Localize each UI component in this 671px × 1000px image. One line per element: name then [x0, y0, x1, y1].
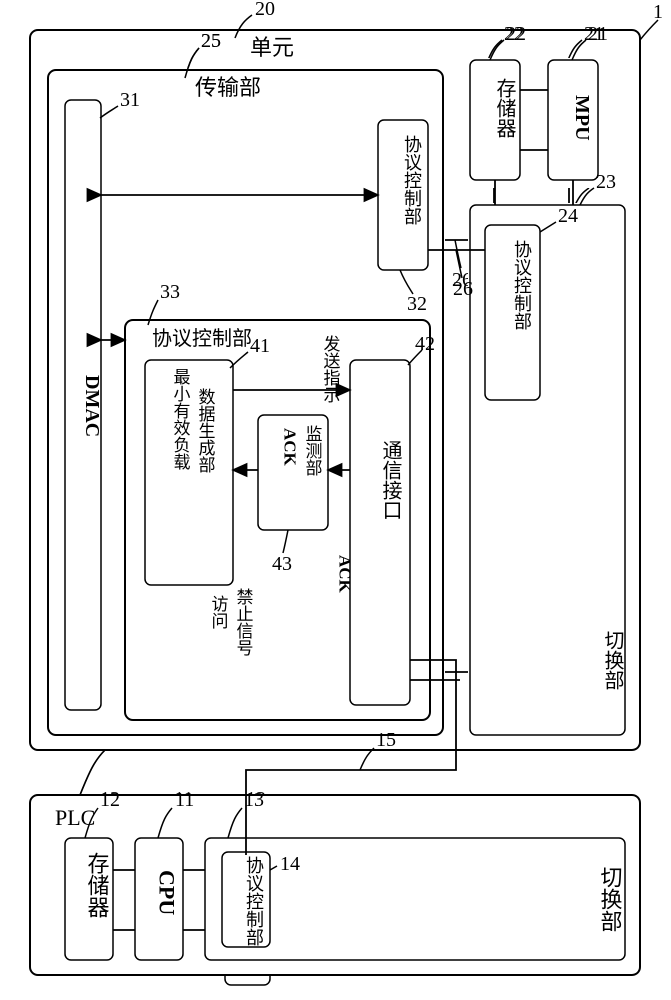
u-sw-ref: 23: [596, 171, 616, 193]
u-mem-ref: 22: [506, 23, 526, 45]
sig-fb2: 禁止信号: [234, 588, 254, 657]
unit-title: 单元: [250, 35, 294, 60]
c42: 通信接口: [379, 440, 402, 520]
sig-send2: 发送指示: [321, 335, 341, 403]
unit-ref: 20: [255, 0, 275, 20]
system-ref: 1: [640, 1, 663, 40]
sig-ack2: ACK: [336, 555, 355, 594]
sig-fb1: 访问: [209, 595, 229, 629]
u-mem: 存储器: [493, 78, 516, 138]
dmac-r: 31: [120, 89, 140, 111]
u-proto-ref: 24: [558, 205, 578, 227]
plc-switch-lbl: 切换部: [598, 866, 623, 932]
plc-proto-lbl: 协议控制部: [244, 856, 264, 946]
plc-switch-ref2: 13: [244, 789, 264, 811]
g41a: 最小有效负载: [171, 368, 191, 470]
t-ref: 25: [201, 30, 221, 52]
dmac: DMAC: [81, 375, 103, 437]
plc-cpu-lbl: CPU: [155, 870, 180, 915]
l15: 15: [376, 729, 396, 751]
u-sw: 切换部: [601, 630, 624, 690]
plc-mem-lbl: 存储器: [85, 852, 110, 918]
g41b: 数据生成部: [196, 388, 216, 473]
p33: 协议控制部: [152, 327, 252, 350]
t-lbl: 传输部: [195, 75, 261, 100]
c42-r: 42: [415, 333, 435, 355]
plc-mem-ref2: 12: [100, 789, 120, 811]
u-mpu: MPU: [571, 95, 593, 141]
g41-r: 41: [250, 335, 270, 357]
u-proto: 协议控制部: [512, 240, 532, 330]
u-mpu-ref: 21: [588, 23, 608, 45]
plc-block-clean: PLC 10 存储器 12 CPU 11 切换部 13 14 协议控制部: [30, 731, 640, 975]
m43-r: 43: [272, 553, 292, 575]
m43b: 监测部: [303, 425, 323, 476]
p32-r: 32: [407, 293, 427, 315]
p33-r: 33: [160, 281, 180, 303]
m43a: ACK: [281, 428, 300, 467]
p32: 协议控制部: [402, 135, 422, 225]
plc-proto-ref: 14: [280, 853, 300, 875]
l26: 26: [453, 278, 473, 300]
plc-cpu-ref2: 11: [175, 789, 194, 811]
sys-ref: 1: [653, 1, 663, 23]
